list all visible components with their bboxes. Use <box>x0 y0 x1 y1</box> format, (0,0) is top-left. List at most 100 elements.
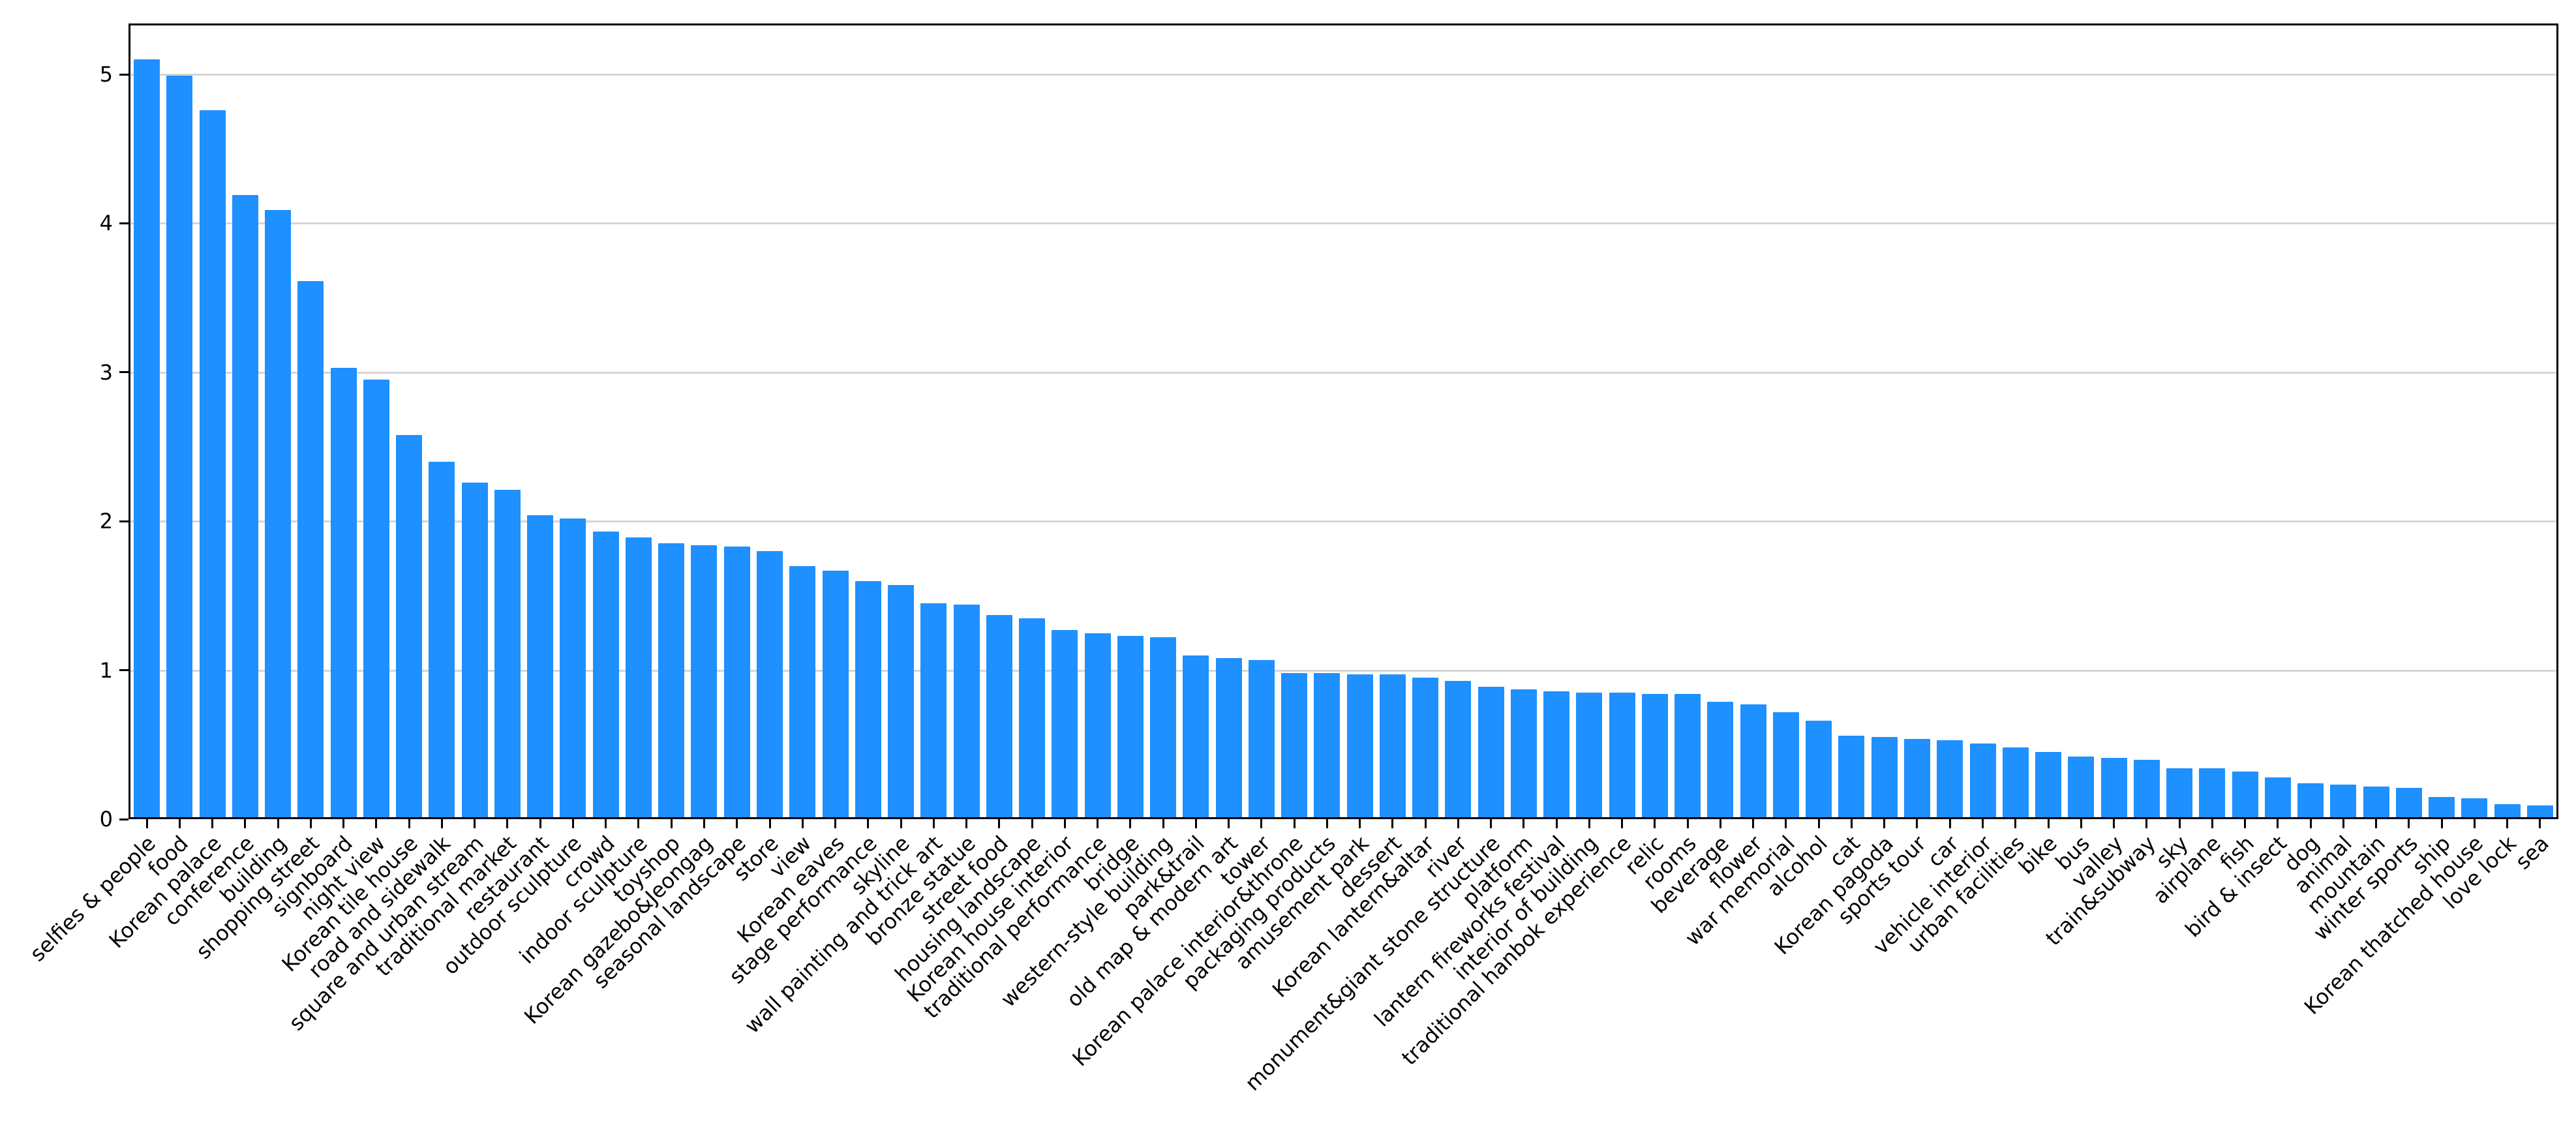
bar-road and sidewalk <box>429 461 455 817</box>
bar-Korean gazebo&Jeongag <box>691 545 718 817</box>
x-tick-mark-71 <box>2473 819 2476 828</box>
x-tick-mark-45 <box>1621 819 1624 828</box>
bar-bus <box>2068 757 2095 817</box>
bar-monument&giant stone structure <box>1477 686 1504 817</box>
x-tick-mark-14 <box>605 819 607 828</box>
bar-wall painting and trick art <box>920 603 947 817</box>
grid-line-y2 <box>130 520 2556 523</box>
x-tick-mark-69 <box>2408 819 2410 828</box>
x-tick-mark-35 <box>1293 819 1296 828</box>
x-tick-mark-48 <box>1719 819 1721 828</box>
x-tick-mark-60 <box>2113 819 2115 828</box>
bar-beverage <box>1707 701 1734 817</box>
bar-sea <box>2526 805 2553 817</box>
bar-urban facilities <box>2002 747 2029 817</box>
x-tick-mark-47 <box>1686 819 1689 828</box>
bar-restaurant <box>527 515 554 817</box>
x-tick-mark-46 <box>1654 819 1656 828</box>
bar-traditional market <box>494 490 521 817</box>
x-tick-mark-30 <box>1129 819 1132 828</box>
x-tick-mark-67 <box>2342 819 2344 828</box>
bar-Korean lantern&altar <box>1412 678 1439 817</box>
bar-alcohol <box>1806 721 1832 817</box>
x-tick-mark-28 <box>1063 819 1066 828</box>
y-tick-label-0: 0 <box>99 807 113 832</box>
bar-animal <box>2330 785 2357 817</box>
x-tick-mark-54 <box>1916 819 1918 828</box>
bar-sports tour <box>1903 738 1930 817</box>
bar-selfies & people <box>134 59 160 817</box>
x-tick-mark-22 <box>867 819 870 828</box>
plot-inner-area <box>130 25 2556 817</box>
bar-Korean tile house <box>396 434 423 817</box>
grid-line-y1 <box>130 669 2556 672</box>
y-tick-mark-4 <box>119 222 129 224</box>
bar-store <box>757 550 783 817</box>
x-tick-mark-23 <box>900 819 902 828</box>
y-tick-label-2: 2 <box>99 509 113 534</box>
bar-old map & modern art <box>1215 658 1242 817</box>
bar-indoor sculpture <box>625 537 652 817</box>
grid-line-y3 <box>130 371 2556 374</box>
bar-valley <box>2100 758 2127 817</box>
bar-Korean eaves <box>822 570 849 817</box>
x-tick-mark-42 <box>1523 819 1525 828</box>
x-tick-mark-8 <box>408 819 410 828</box>
bar-rooms <box>1674 694 1701 817</box>
bar-flower <box>1740 704 1766 817</box>
y-tick-label-5: 5 <box>99 62 113 87</box>
bar-tower <box>1248 659 1275 817</box>
x-tick-mark-73 <box>2539 819 2541 828</box>
x-tick-mark-13 <box>571 819 574 828</box>
x-tick-mark-10 <box>474 819 476 828</box>
bar-river <box>1445 680 1472 817</box>
x-tick-mark-55 <box>1948 819 1951 828</box>
x-tick-mark-59 <box>2080 819 2082 828</box>
bar-cat <box>1838 736 1865 817</box>
x-tick-mark-21 <box>834 819 837 828</box>
bar-interior of building <box>1576 692 1603 817</box>
x-tick-mark-39 <box>1424 819 1427 828</box>
x-tick-mark-19 <box>768 819 771 828</box>
x-tick-mark-17 <box>703 819 705 828</box>
bar-sky <box>2166 768 2193 817</box>
bar-train&subway <box>2133 759 2160 817</box>
bar-lantern fireworks festival <box>1543 691 1570 817</box>
bar-seasonal landscape <box>723 547 750 817</box>
bar-vehicle interior <box>1969 743 1996 817</box>
x-tick-mark-58 <box>2047 819 2050 828</box>
bar-bronze statue <box>953 605 980 817</box>
x-tick-mark-26 <box>998 819 1001 828</box>
x-tick-mark-61 <box>2145 819 2148 828</box>
x-tick-mark-50 <box>1785 819 1787 828</box>
x-tick-mark-36 <box>1326 819 1328 828</box>
bar-toyshop <box>658 543 685 817</box>
x-tick-mark-34 <box>1260 819 1263 828</box>
bar-Korean thatched house <box>2461 798 2488 817</box>
x-tick-mark-49 <box>1752 819 1755 828</box>
x-tick-mark-9 <box>440 819 443 828</box>
bar-food <box>166 76 193 817</box>
x-tick-mark-70 <box>2440 819 2443 828</box>
x-tick-mark-25 <box>965 819 968 828</box>
grid-line-y5 <box>130 74 2556 76</box>
x-tick-mark-20 <box>801 819 804 828</box>
x-tick-mark-18 <box>736 819 738 828</box>
x-tick-mark-52 <box>1850 819 1853 828</box>
x-tick-mark-11 <box>506 819 509 828</box>
bar-crowd <box>592 532 619 817</box>
x-tick-mark-53 <box>1883 819 1886 828</box>
bar-western-style building <box>1150 637 1177 817</box>
bar-bridge <box>1117 636 1144 817</box>
x-tick-mark-15 <box>637 819 640 828</box>
x-tick-mark-72 <box>2506 819 2509 828</box>
y-tick-mark-0 <box>119 818 129 820</box>
x-tick-mark-4 <box>277 819 279 828</box>
x-tick-mark-27 <box>1031 819 1033 828</box>
x-tick-mark-57 <box>2014 819 2017 828</box>
bar-dessert <box>1379 674 1406 817</box>
y-tick-mark-5 <box>119 73 129 76</box>
bar-stage performance <box>855 580 881 817</box>
y-tick-label-3: 3 <box>99 359 113 385</box>
